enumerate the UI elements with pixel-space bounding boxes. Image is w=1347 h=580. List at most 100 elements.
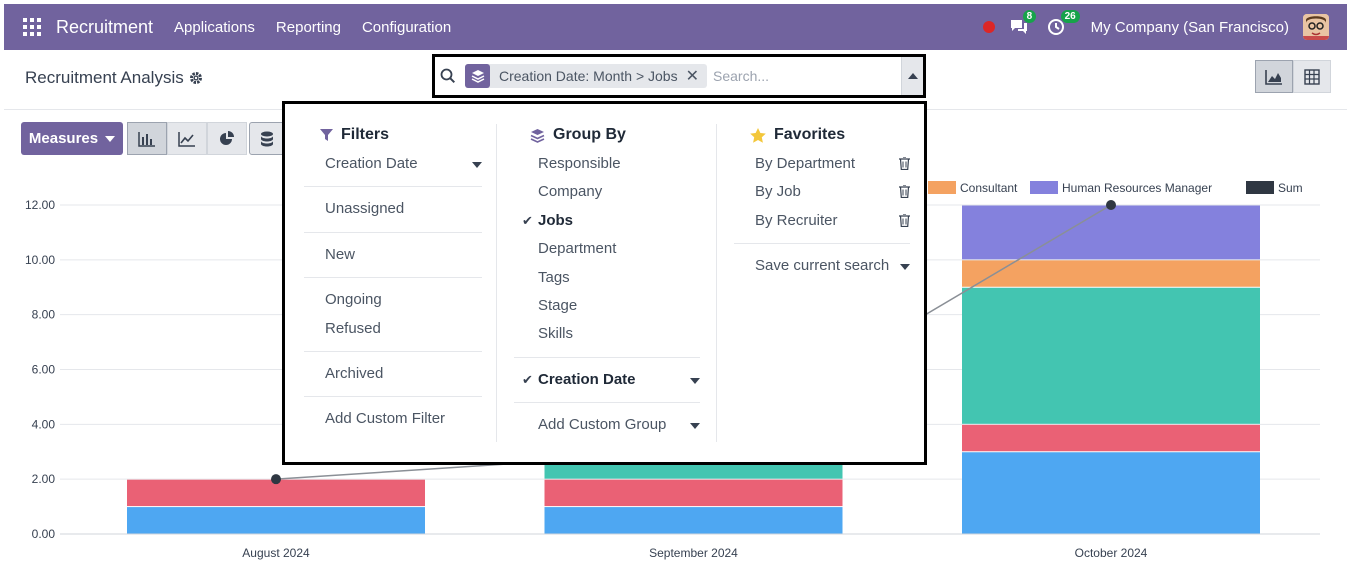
- favorite-by-job[interactable]: By Job: [755, 178, 910, 206]
- line-chart-button[interactable]: [167, 122, 207, 155]
- search-bar[interactable]: Creation Date: Month > Jobs ✕: [432, 54, 926, 98]
- group-company[interactable]: Company: [538, 183, 603, 201]
- filter-unassigned[interactable]: Unassigned: [325, 200, 405, 218]
- bar-segment[interactable]: [962, 424, 1260, 452]
- page-title: Recruitment Analysis: [25, 68, 203, 88]
- add-custom-group[interactable]: Add Custom Group: [538, 411, 700, 439]
- group-by-header: Group By: [530, 122, 700, 148]
- filters-header: Filters: [320, 122, 482, 148]
- stacked-toggle-button[interactable]: [249, 122, 285, 155]
- filter-creation-date[interactable]: Creation Date: [325, 150, 482, 178]
- bar-chart-icon: [138, 131, 155, 147]
- legend-swatch[interactable]: [1030, 181, 1058, 194]
- control-panel: Recruitment Analysis Creation Date: Mont…: [4, 50, 1347, 110]
- y-tick-label: 2.00: [32, 472, 56, 486]
- menu-applications[interactable]: Applications: [174, 18, 255, 36]
- favorites-header: Favorites: [750, 122, 910, 148]
- graph-view-button[interactable]: [1255, 60, 1293, 93]
- measures-button[interactable]: Measures: [21, 122, 123, 155]
- group-tags[interactable]: Tags: [538, 268, 570, 286]
- favorite-by-recruiter[interactable]: By Recruiter: [755, 207, 910, 235]
- divider: [514, 402, 700, 404]
- save-current-search-label: Save current search: [755, 257, 890, 275]
- save-current-search[interactable]: Save current search: [755, 252, 910, 280]
- bar-segment[interactable]: [962, 260, 1260, 287]
- trash-icon[interactable]: [899, 157, 910, 170]
- pie-chart-button[interactable]: [207, 122, 247, 155]
- apps-menu-icon[interactable]: [23, 18, 41, 36]
- caret-down-icon: [900, 264, 910, 271]
- group-responsible[interactable]: Responsible: [538, 155, 621, 172]
- user-avatar[interactable]: [1303, 14, 1329, 40]
- measures-label: Measures: [28, 130, 99, 147]
- search-facet[interactable]: Creation Date: Month > Jobs ✕: [465, 64, 708, 88]
- favorites-column: Favorites By Department By Job By Recrui…: [734, 122, 910, 281]
- sum-point[interactable]: [271, 474, 281, 485]
- pie-chart-icon: [220, 130, 234, 145]
- y-tick-label: 12.00: [25, 198, 55, 212]
- activities-button[interactable]: 26: [1047, 10, 1080, 38]
- gear-icon[interactable]: [189, 71, 203, 85]
- search-input[interactable]: [713, 65, 893, 87]
- group-creation-date[interactable]: ✔ Creation Date: [522, 366, 700, 394]
- legend-label[interactable]: Sum: [1278, 181, 1303, 195]
- star-icon: [750, 127, 766, 143]
- caret-down-icon: [690, 377, 700, 384]
- search-panel-toggle[interactable]: [901, 57, 923, 95]
- bar-segment[interactable]: [544, 479, 843, 507]
- layers-icon: [530, 128, 545, 143]
- legend-swatch[interactable]: [1246, 181, 1274, 194]
- filter-ongoing[interactable]: Ongoing: [325, 291, 382, 309]
- bar-segment[interactable]: [544, 507, 843, 534]
- top-navbar: Recruitment Applications Reporting Confi…: [4, 4, 1347, 50]
- menu-configuration[interactable]: Configuration: [361, 18, 452, 36]
- bar-segment[interactable]: [962, 205, 1260, 260]
- y-tick-label: 0.00: [32, 527, 56, 541]
- bar-segment[interactable]: [127, 507, 425, 534]
- filter-archived[interactable]: Archived: [325, 364, 384, 382]
- filter-new[interactable]: New: [325, 245, 356, 263]
- line-chart-icon: [178, 131, 195, 147]
- pivot-view-button[interactable]: [1293, 60, 1331, 93]
- favorite-label: By Recruiter: [755, 211, 838, 229]
- add-custom-filter[interactable]: Add Custom Filter: [325, 410, 446, 428]
- app-brand[interactable]: Recruitment: [56, 16, 154, 37]
- bar-segment[interactable]: [962, 287, 1260, 424]
- group-by-header-label: Group By: [553, 126, 626, 143]
- bar-segment[interactable]: [962, 452, 1260, 534]
- x-tick-label: September 2024: [649, 546, 738, 560]
- y-tick-label: 4.00: [32, 417, 56, 431]
- trash-icon[interactable]: [899, 213, 910, 227]
- filter-refused[interactable]: Refused: [325, 319, 381, 337]
- legend-label[interactable]: Human Resources Manager: [1062, 181, 1212, 195]
- group-skills[interactable]: Skills: [538, 325, 574, 343]
- divider: [304, 186, 482, 188]
- facet-label: Creation Date: Month > Jobs: [499, 68, 678, 84]
- company-switcher[interactable]: My Company (San Francisco): [1090, 18, 1289, 36]
- favorite-label: By Job: [755, 183, 801, 201]
- legend-label[interactable]: Consultant: [960, 181, 1018, 195]
- menu-reporting[interactable]: Reporting: [275, 18, 341, 36]
- divider: [304, 396, 482, 398]
- filter-icon: [320, 128, 333, 141]
- y-tick-label: 8.00: [32, 308, 56, 322]
- favorite-by-department[interactable]: By Department: [755, 150, 910, 178]
- checkmark-icon: ✔: [522, 371, 533, 387]
- group-department[interactable]: Department: [538, 240, 617, 258]
- facet-remove-icon[interactable]: ✕: [685, 68, 700, 85]
- favorite-label: By Department: [755, 155, 856, 172]
- sum-point[interactable]: [1106, 200, 1116, 210]
- group-jobs[interactable]: ✔ Jobs: [522, 207, 700, 235]
- chart-type-buttons: [127, 122, 247, 155]
- search-icon: [440, 68, 456, 84]
- group-by-column: Group By Responsible Company ✔ Jobs Depar…: [514, 122, 700, 440]
- add-custom-group-label: Add Custom Group: [538, 416, 667, 434]
- legend-swatch[interactable]: [928, 181, 956, 194]
- bar-chart-button[interactable]: [127, 122, 167, 155]
- chat-icon: [1010, 20, 1027, 34]
- recording-indicator-icon[interactable]: [982, 21, 995, 33]
- avatar-face-icon: [1303, 14, 1329, 40]
- group-stage[interactable]: Stage: [538, 296, 578, 314]
- messages-button[interactable]: 8: [1009, 10, 1037, 38]
- trash-icon[interactable]: [899, 185, 910, 199]
